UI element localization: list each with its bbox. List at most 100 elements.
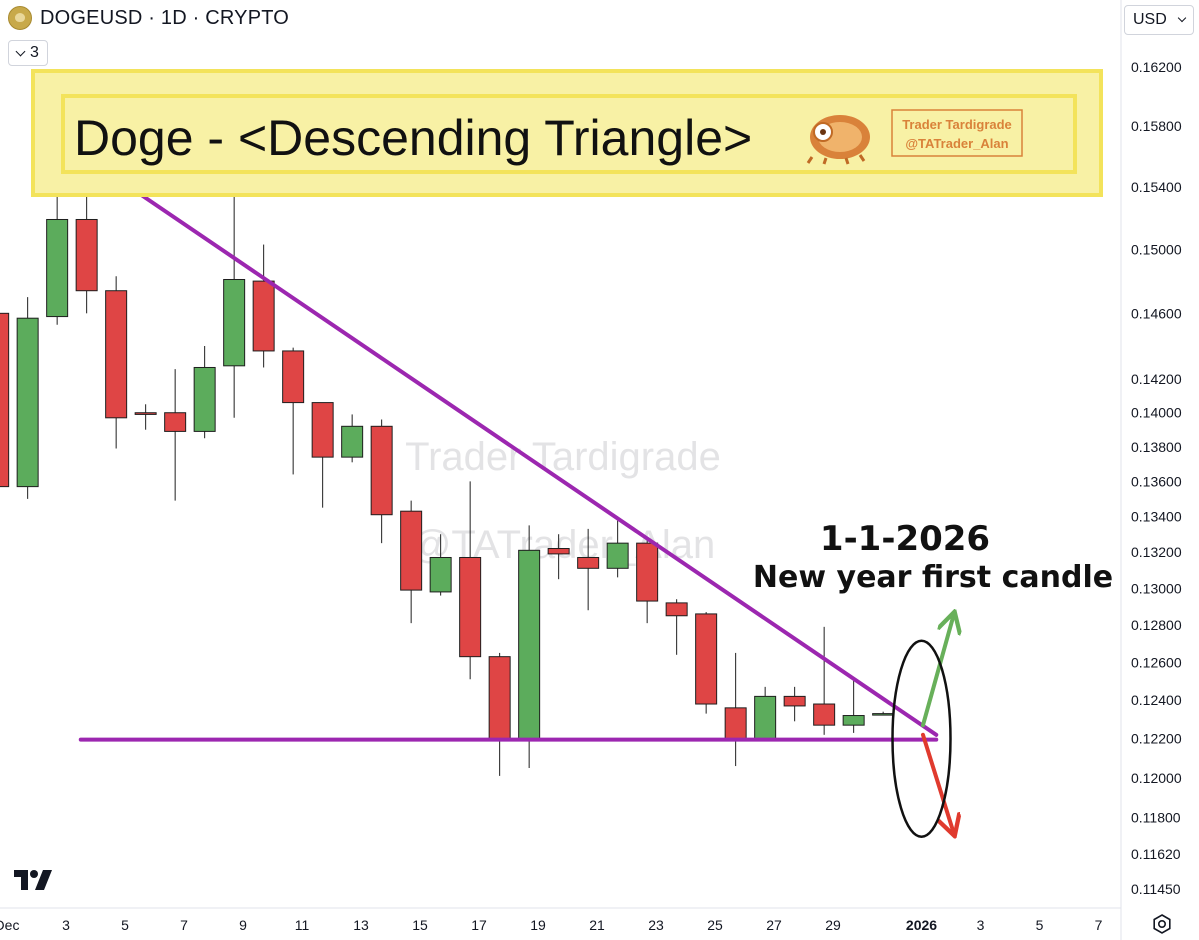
candle-up [518,549,541,740]
watermark-line-1: Trader Tardigrade [405,435,721,479]
x-tick-label: Dec [0,917,19,933]
drawings-layer [78,181,954,838]
badge-name: Trader Tardigrade [902,117,1012,132]
x-tick-label: 27 [766,917,782,933]
candle-down [724,707,747,740]
first-candle-ellipse [891,639,952,838]
candle-down [400,510,423,591]
y-tick-label: 0.12000 [1131,770,1182,786]
currency-selector[interactable]: USD [1124,5,1194,35]
x-tick-label: 2026 [906,917,937,933]
candle-down [282,350,305,404]
x-tick-label: 7 [180,917,188,933]
candle-up [754,695,777,740]
y-tick-label: 0.13200 [1131,544,1182,560]
x-tick-label: 3 [62,917,70,933]
price-scale[interactable]: 0.16200 0.15800 0.15400 0.15000 0.14600 0.142… [1131,59,1182,897]
candle-up [606,542,629,569]
candle-up [193,366,216,432]
candle-down [0,312,10,488]
doge-coin-icon [8,6,32,30]
candle-down [695,613,718,705]
tradingview-logo-icon[interactable] [12,866,56,894]
y-tick-label: 0.15800 [1131,118,1182,134]
candle-down [665,602,688,617]
x-tick-label: 17 [471,917,487,933]
candle-down [813,703,836,726]
legend-indicator-count: 3 [30,44,39,61]
candle-down [134,412,157,415]
x-tick-label: 21 [589,917,605,933]
legend-collapse-button[interactable]: 3 [8,40,48,66]
y-tick-label: 0.15000 [1131,241,1182,257]
candle-up [842,715,865,726]
candle-down [311,402,334,458]
y-tick-label: 0.14600 [1131,305,1182,321]
badge-handle: @TATrader_Alan [905,136,1008,151]
tardigrade-icon [806,115,870,165]
y-tick-label: 0.14000 [1131,405,1182,421]
title-banner: Doge - <Descending Triangle> Trader Tard… [31,69,1103,197]
candle-down [783,695,806,707]
candle-up [872,713,895,716]
candle-down [459,556,482,658]
x-tick-label: 19 [530,917,546,933]
y-tick-label: 0.11620 [1131,846,1181,862]
chevron-down-icon [1177,13,1187,23]
candle-down [164,412,187,432]
symbol-header[interactable]: DOGEUSD · 1D · CRYPTO [8,6,289,30]
candle-down [370,425,393,516]
y-tick-label: 0.11450 [1131,881,1181,897]
y-tick-label: 0.13400 [1131,508,1182,524]
annotation-caption: New year first candle [753,560,1113,595]
currency-label: USD [1133,11,1167,28]
x-tick-label: 15 [412,917,428,933]
settings-gear-icon[interactable] [1150,912,1174,936]
y-tick-label: 0.11800 [1131,810,1181,826]
x-tick-label: 5 [121,917,129,933]
y-tick-label: 0.13000 [1131,580,1182,596]
x-tick-label: 23 [648,917,664,933]
symbol-title: DOGEUSD · 1D · CRYPTO [40,6,290,29]
y-tick-label: 0.16200 [1131,59,1182,75]
chevron-down-icon [15,46,26,56]
banner-title: Doge - <Descending Triangle> [74,110,752,166]
x-tick-label: 7 [1095,917,1103,933]
x-tick-label: 9 [239,917,247,933]
y-tick-label: 0.12600 [1131,654,1182,670]
watermark-line-2: @TATrader_Alan [411,523,715,567]
resistance-trendline [123,181,939,737]
x-tick-label: 5 [1036,917,1044,933]
candle-up [341,425,364,458]
candlestick-series [0,182,895,776]
candle-down [577,556,600,569]
candle-down [636,542,659,602]
annotation-date: 1-1-2026 [820,519,990,559]
time-scale[interactable]: Dec 3 5 7 9 11 13 15 17 19 21 23 25 27 29 2026 3 5 7 [0,917,1103,933]
x-tick-label: 3 [977,917,985,933]
y-tick-label: 0.12200 [1131,731,1182,747]
y-tick-label: 0.15400 [1131,179,1182,195]
x-tick-label: 25 [707,917,723,933]
candle-down [547,548,570,555]
y-tick-label: 0.13600 [1131,473,1182,489]
bearish-arrow [920,732,954,834]
y-tick-label: 0.12800 [1131,617,1182,633]
x-tick-label: 11 [295,917,310,933]
candle-down [75,218,98,292]
banner-inner-frame [61,94,1077,174]
candle-up [46,218,69,318]
y-tick-label: 0.14200 [1131,371,1182,387]
candle-up [429,556,452,593]
candle-down [488,656,511,740]
y-tick-label: 0.12400 [1131,692,1182,708]
author-badge [891,109,1023,157]
candle-down [105,290,128,419]
x-tick-label: 29 [825,917,841,933]
candle-down [252,280,275,352]
candle-up [223,278,246,367]
x-tick-label: 13 [353,917,369,933]
y-tick-label: 0.13800 [1131,439,1182,455]
bullish-arrow [920,614,954,728]
